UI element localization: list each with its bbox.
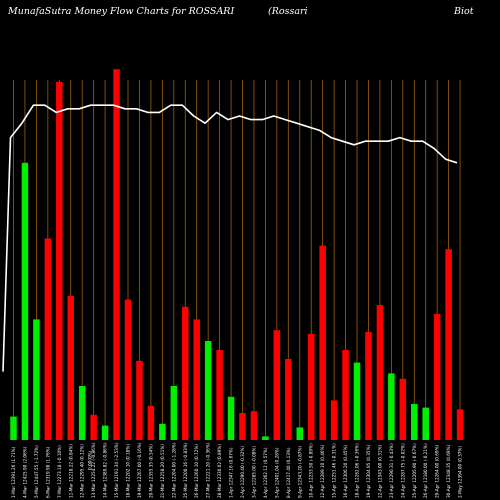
- x-tick-label: 0.00(0%): [88, 450, 93, 470]
- x-tick-label: 9-Apr 12343.20 (-0.87%): [297, 446, 302, 498]
- x-tick-label: 24-Apr 12287.75 (-0.02%): [400, 443, 405, 498]
- x-tick-label: 28-Mar 12330.62 (0.89%): [217, 444, 222, 498]
- x-tick-label: 8-Apr 12417.40 (0.13%): [286, 447, 291, 498]
- x-tick-label: 7-Mar 12273.18 (-0.10%): [57, 445, 62, 498]
- x-tick-label: 21-Mar 12258.20 (0.51%): [160, 444, 165, 498]
- bar-down: [365, 332, 372, 440]
- x-tick-label: 20-Mar 12355.35 (0.54%): [148, 444, 153, 498]
- bar-down: [193, 319, 200, 440]
- bar-up: [78, 386, 86, 440]
- bar-down: [273, 330, 281, 440]
- x-tick-label: 5-Mar 12447.55 (-1.72%): [34, 445, 39, 498]
- x-tick-label: 18-Apr 12262.06 (-0.36%): [355, 443, 360, 498]
- x-tick-label: 2-May 12394.00 (0.37%): [458, 446, 463, 498]
- bar-down: [319, 245, 326, 440]
- bar-down: [456, 409, 464, 440]
- x-tick-label: 22-Apr 12343.00 (0.31%): [377, 444, 382, 498]
- x-tick-label: 18-Mar 12202.10 (0.18%): [126, 444, 131, 498]
- bar-down: [239, 413, 246, 440]
- bar-up: [262, 436, 269, 440]
- bar-up: [10, 416, 17, 440]
- bar-down: [445, 249, 452, 440]
- x-tick-label: 15-Apr 12251.46 (-0.31%): [332, 443, 337, 498]
- x-tick-label: 19-Mar 12267.00 (-0.16%): [137, 442, 142, 498]
- x-tick-label: 19-Apr 12304.95 (0.35%): [366, 444, 371, 498]
- x-tick-label: 3-Apr 12285.00 (-0.08%): [251, 446, 256, 498]
- price-line: [2, 104, 458, 372]
- bar-down: [307, 333, 315, 440]
- x-tick-label: 4-Mar 12425.90 (2.06%): [22, 446, 27, 498]
- x-tick-label: 26-Mar 12260.10 (0.72%): [194, 444, 199, 498]
- x-tick-label: 12-Mar 12295.40 (0.12%): [80, 444, 85, 498]
- bar-down: [250, 411, 258, 440]
- bar-series: [10, 69, 464, 441]
- bar-down: [216, 350, 223, 440]
- bar-down: [136, 360, 143, 440]
- bar-up: [21, 162, 29, 441]
- bar-up: [411, 404, 418, 440]
- x-tick-label: 25-Apr 12205.90 (-0.67%): [412, 443, 417, 498]
- bar-up: [101, 425, 109, 440]
- x-tick-label: 13-Mar 12254.22 (-0.86%): [91, 442, 96, 498]
- bar-up: [204, 341, 212, 440]
- bar-down: [285, 359, 292, 440]
- x-tick-label: 6-Mar 12319.98 (1.76%): [45, 446, 50, 498]
- x-tick-label: 11-Mar 12218.22 (0.84%): [68, 444, 73, 498]
- chart-subtitle-right: Biot: [453, 6, 474, 17]
- x-tick-label: 12-Apr 12289.10 (0.46%): [320, 444, 325, 498]
- bar-down: [433, 314, 441, 440]
- bar-down: [90, 414, 97, 440]
- bar-down: [399, 378, 407, 440]
- bar-up: [170, 386, 178, 440]
- x-tick-label: 16-Apr 12306.20 (0.45%): [343, 444, 348, 498]
- bar-up: [159, 423, 166, 440]
- x-tick-labels: 1-Mar 12391.26 (1.71%) 4-Mar 12425.90 (2.…: [11, 442, 463, 498]
- chart-subtitle-left: (Rossari: [268, 6, 308, 17]
- x-tick-label: 30-Apr 12348.35 (0.69%): [446, 444, 451, 498]
- bar-up: [388, 373, 395, 440]
- price-line-series: [2, 104, 458, 372]
- bar-down: [147, 405, 155, 440]
- chart-title: MunafaSutra Money Flow Charts for ROSSAR…: [7, 6, 234, 17]
- x-tick-label: 29-Apr 12264.00 (0.69%): [435, 444, 440, 498]
- bar-down: [44, 238, 52, 440]
- bar-down: [330, 400, 338, 440]
- bar-down: [124, 299, 132, 440]
- bar-down: [113, 69, 120, 440]
- x-tick-label: 23-Apr 12290.31 (-0.43%): [389, 443, 394, 498]
- x-tick-label: 14-Mar 12389.82 (-0.86%): [103, 442, 108, 498]
- bar-up: [296, 427, 303, 440]
- bar-up: [33, 319, 40, 440]
- bar-down: [182, 306, 189, 440]
- x-tick-label: 22-Mar 12204.00 (-1.28%): [171, 442, 176, 498]
- bar-up: [353, 362, 361, 440]
- bar-down: [67, 296, 74, 440]
- x-tick-label: 1-Mar 12391.26 (1.71%): [11, 446, 16, 498]
- x-tick-label: 10-Apr 12233.50 (-0.89%): [309, 443, 314, 498]
- bar-up: [227, 396, 235, 440]
- bar-down: [56, 81, 63, 441]
- x-tick-label: 4-Apr 12362.12 (0.57%): [263, 447, 268, 498]
- bar-down: [376, 305, 384, 440]
- x-tick-label: 2-Apr 12290.40 (-0.32%): [240, 446, 245, 498]
- x-tick-label: 15-Mar 12191.34 (-2.53%): [114, 442, 119, 498]
- x-tick-label: 26-Apr 12180.00 (-0.21%): [423, 443, 428, 498]
- x-tick-label: 25-Mar 12200.16 (-0.83%): [183, 442, 188, 498]
- bar-up: [422, 407, 429, 440]
- bar-down: [342, 350, 349, 440]
- x-tick-label: 1-Apr 12347.16 (0.67%): [229, 447, 234, 498]
- x-tick-label: 5-Apr 12401.04 (0.28%): [274, 447, 279, 498]
- x-tick-label: 27-Mar 12221.20 (-0.36%): [206, 442, 211, 498]
